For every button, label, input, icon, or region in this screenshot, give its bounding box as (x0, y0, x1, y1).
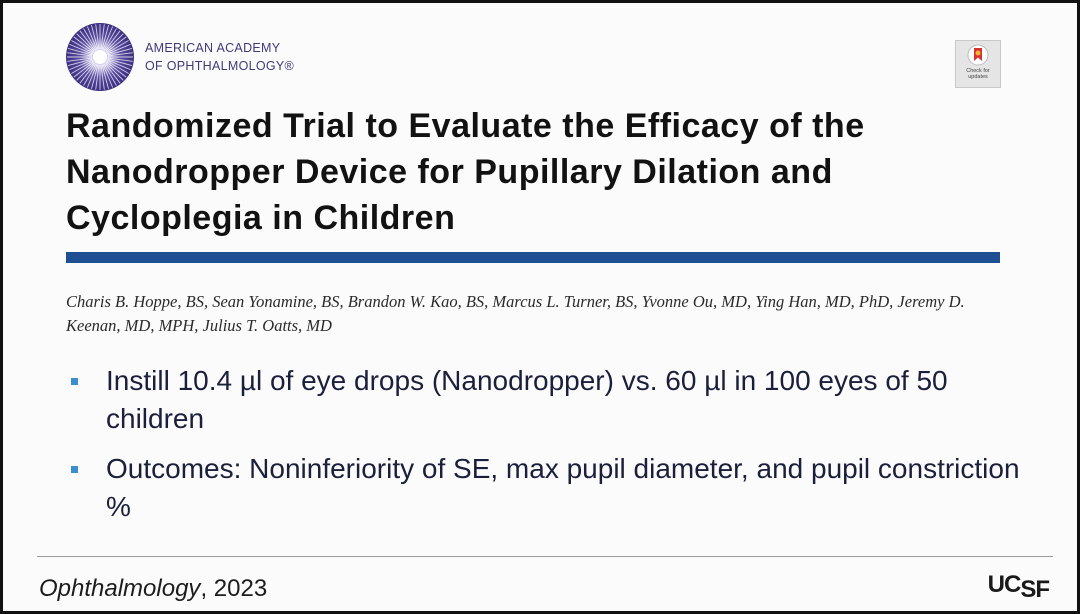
bullet-item: Outcomes: Noninferiority of SE, max pupi… (69, 450, 1029, 526)
bullet-text: Outcomes: Noninferiority of SE, max pupi… (106, 453, 1020, 522)
emblem-ray (103, 28, 117, 51)
emblem-ray (107, 58, 132, 66)
emblem-ray (83, 28, 97, 51)
emblem-ray (107, 52, 133, 57)
emblem-ray (86, 26, 98, 50)
author-list: Charis B. Hoppe, BS, Sean Yonamine, BS, … (66, 292, 965, 335)
bullet-list: Instill 10.4 µl of eye drops (Nanodroppe… (69, 362, 1029, 538)
emblem-ray (106, 40, 129, 54)
bookmark-ribbon-icon (967, 44, 989, 66)
emblem-ray (73, 61, 94, 78)
footer-divider (37, 556, 1053, 557)
emblem-ray (79, 30, 96, 51)
emblem-ray (106, 60, 129, 74)
emblem-ray (67, 57, 93, 62)
emblem-ray (105, 33, 124, 52)
emblem-ray (83, 63, 97, 86)
emblem-ray (103, 63, 117, 86)
academy-name-line2: OF OPHTHALMOLOGY® (145, 59, 295, 73)
ucsf-logo: UCSF (987, 571, 1050, 603)
emblem-ray (101, 64, 109, 89)
emblem-ray (107, 57, 133, 62)
emblem-ray (104, 30, 121, 51)
paper-title: Randomized Trial to Evaluate the Efficac… (66, 107, 865, 237)
emblem-ray (102, 64, 114, 88)
bullet-square-icon (71, 378, 78, 385)
academy-name: AMERICAN ACADEMY OF OPHTHALMOLOGY® (145, 39, 294, 75)
publication-year: , 2023 (200, 575, 268, 602)
header: AMERICAN ACADEMY OF OPHTHALMOLOGY® (65, 21, 294, 93)
emblem-ray (106, 36, 127, 53)
emblem-ray (107, 48, 132, 56)
emblem-ray (91, 64, 99, 89)
emblem-ray (71, 40, 94, 54)
emblem-ray (76, 33, 95, 52)
emblem-ray (102, 26, 114, 50)
emblem-ray (86, 64, 98, 88)
emblem-ray (95, 64, 100, 90)
academy-name-line1: AMERICAN ACADEMY (145, 41, 281, 55)
check-for-updates-badge[interactable]: Check for updates (955, 40, 1001, 88)
emblem-ray (73, 36, 94, 53)
emblem-ray (105, 62, 124, 81)
emblem-ray (107, 59, 131, 71)
check-for-updates-label: Check for updates (966, 68, 990, 80)
emblem-ray (91, 25, 99, 50)
citation: Ophthalmology, 2023 (39, 574, 267, 604)
title-divider (66, 252, 1000, 263)
journal-name: Ophthalmology (39, 575, 201, 602)
emblem-ray (68, 48, 93, 56)
emblem-ray (69, 43, 93, 55)
emblem-ray (104, 63, 121, 84)
emblem-ray (76, 62, 95, 81)
academy-logo-icon (66, 23, 134, 91)
emblem-ray (69, 59, 93, 71)
bullet-square-icon (71, 466, 78, 473)
emblem-ray (67, 52, 93, 57)
emblem-ray (100, 64, 105, 90)
emblem-ray (79, 63, 96, 84)
emblem-ray (101, 25, 109, 50)
bullet-item: Instill 10.4 µl of eye drops (Nanodroppe… (69, 362, 1029, 438)
emblem-ray (106, 61, 127, 78)
emblem-ray (100, 24, 105, 50)
bullet-text: Instill 10.4 µl of eye drops (Nanodroppe… (106, 365, 948, 434)
emblem-ray (107, 43, 131, 55)
emblem-ray (95, 24, 100, 50)
emblem-ray (71, 60, 94, 74)
emblem-ray (68, 58, 93, 66)
